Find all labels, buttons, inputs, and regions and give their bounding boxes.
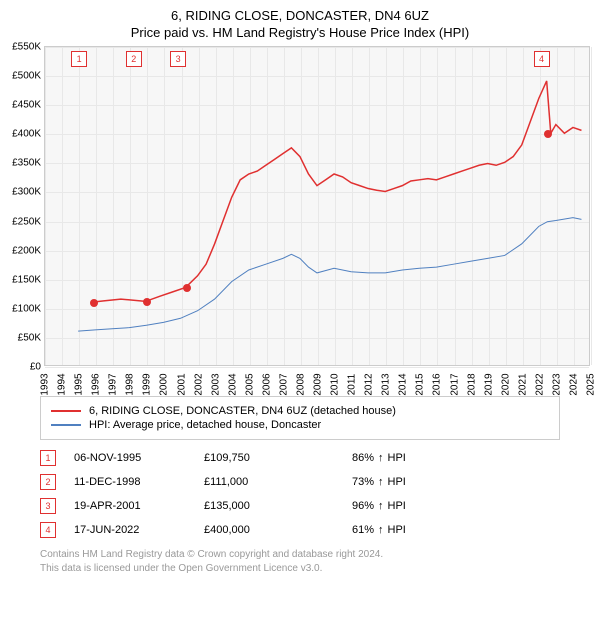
x-axis-label: 2013 — [381, 373, 392, 395]
y-axis-label: £50K — [18, 332, 41, 343]
x-axis-label: 2010 — [330, 373, 341, 395]
up-arrow-icon: ↑ — [378, 524, 384, 536]
legend-row: HPI: Average price, detached house, Donc… — [51, 419, 549, 431]
chart-area: £0£50K£100K£150K£200K£250K£300K£350K£400… — [44, 46, 590, 386]
x-axis-label: 2015 — [415, 373, 426, 395]
x-axis-label: 2018 — [466, 373, 477, 395]
row-price: £111,000 — [204, 476, 314, 488]
row-pct: 61% — [314, 524, 374, 536]
legend-swatch — [51, 410, 81, 412]
row-hpi-label: HPI — [388, 452, 406, 464]
y-axis-label: £550K — [12, 42, 41, 53]
row-marker: 3 — [40, 498, 56, 514]
chart-svg — [44, 46, 590, 366]
y-axis-label: £200K — [12, 245, 41, 256]
x-axis-label: 2007 — [278, 373, 289, 395]
x-axis-label: 2011 — [347, 374, 358, 396]
x-axis-label: 2019 — [483, 373, 494, 395]
x-axis-label: 2023 — [551, 373, 562, 395]
gridline-h — [45, 367, 589, 368]
x-axis-label: 2008 — [295, 373, 306, 395]
chart-title: 6, RIDING CLOSE, DONCASTER, DN4 6UZ — [0, 8, 600, 23]
x-axis-label: 1996 — [91, 373, 102, 395]
y-axis-label: £500K — [12, 71, 41, 82]
x-axis-label: 1997 — [108, 373, 119, 395]
x-axis-label: 2003 — [210, 373, 221, 395]
row-price: £109,750 — [204, 452, 314, 464]
x-axis-label: 2016 — [432, 373, 443, 395]
row-date: 11-DEC-1998 — [74, 476, 204, 488]
x-axis-label: 2004 — [227, 373, 238, 395]
row-marker: 4 — [40, 522, 56, 538]
y-axis-label: £150K — [12, 274, 41, 285]
x-axis-label: 2001 — [176, 373, 187, 395]
footer-line-1: Contains HM Land Registry data © Crown c… — [40, 548, 560, 562]
legend-swatch — [51, 424, 81, 426]
y-axis-label: £400K — [12, 129, 41, 140]
x-axis-label: 2022 — [534, 373, 545, 395]
series-line — [78, 218, 581, 331]
row-hpi-label: HPI — [388, 500, 406, 512]
x-axis-label: 2025 — [586, 373, 597, 395]
y-axis-label: £350K — [12, 158, 41, 169]
x-axis-label: 2014 — [398, 373, 409, 395]
x-axis-label: 1995 — [74, 373, 85, 395]
row-pct: 73% — [314, 476, 374, 488]
chart-footer: Contains HM Land Registry data © Crown c… — [40, 548, 560, 576]
x-axis-label: 1999 — [142, 373, 153, 395]
up-arrow-icon: ↑ — [378, 500, 384, 512]
x-axis-label: 2000 — [159, 373, 170, 395]
row-pct: 86% — [314, 452, 374, 464]
y-axis-label: £0 — [30, 362, 41, 373]
y-axis-label: £450K — [12, 100, 41, 111]
chart-subtitle: Price paid vs. HM Land Registry's House … — [0, 25, 600, 40]
x-axis-label: 1993 — [40, 373, 51, 395]
legend-label: HPI: Average price, detached house, Donc… — [89, 419, 321, 431]
x-axis-label: 2020 — [500, 373, 511, 395]
row-date: 06-NOV-1995 — [74, 452, 204, 464]
chart-container: 6, RIDING CLOSE, DONCASTER, DN4 6UZ Pric… — [0, 8, 600, 576]
x-axis-label: 2005 — [244, 373, 255, 395]
table-row: 1 06-NOV-1995£109,75086% ↑ HPI — [40, 446, 560, 470]
x-axis-label: 1994 — [57, 373, 68, 395]
row-hpi-label: HPI — [388, 476, 406, 488]
row-marker: 1 — [40, 450, 56, 466]
legend: 6, RIDING CLOSE, DONCASTER, DN4 6UZ (det… — [40, 396, 560, 440]
row-price: £400,000 — [204, 524, 314, 536]
footer-line-2: This data is licensed under the Open Gov… — [40, 562, 560, 576]
x-axis-label: 1998 — [125, 373, 136, 395]
legend-label: 6, RIDING CLOSE, DONCASTER, DN4 6UZ (det… — [89, 405, 396, 417]
x-axis-label: 2021 — [517, 373, 528, 395]
table-row: 3 19-APR-2001£135,00096% ↑ HPI — [40, 494, 560, 518]
sales-table: 106-NOV-1995£109,75086%↑HPI211-DEC-1998£… — [40, 446, 560, 542]
row-hpi-label: HPI — [388, 524, 406, 536]
y-axis-label: £100K — [12, 303, 41, 314]
x-axis-label: 2006 — [261, 373, 272, 395]
y-axis-label: £250K — [12, 216, 41, 227]
x-axis-label: 2012 — [364, 373, 375, 395]
x-axis-label: 2024 — [568, 373, 579, 395]
gridline-v — [591, 47, 592, 365]
row-date: 17-JUN-2022 — [74, 524, 204, 536]
up-arrow-icon: ↑ — [378, 452, 384, 464]
x-axis-label: 2009 — [313, 373, 324, 395]
legend-row: 6, RIDING CLOSE, DONCASTER, DN4 6UZ (det… — [51, 405, 549, 417]
x-axis-label: 2002 — [193, 373, 204, 395]
y-axis-label: £300K — [12, 187, 41, 198]
row-price: £135,000 — [204, 500, 314, 512]
x-axis-label: 2017 — [449, 373, 460, 395]
up-arrow-icon: ↑ — [378, 476, 384, 488]
table-row: 2 11-DEC-1998£111,00073% ↑ HPI — [40, 470, 560, 494]
row-pct: 96% — [314, 500, 374, 512]
row-marker: 2 — [40, 474, 56, 490]
table-row: 4 17-JUN-2022£400,00061% ↑ HPI — [40, 518, 560, 542]
row-date: 19-APR-2001 — [74, 500, 204, 512]
